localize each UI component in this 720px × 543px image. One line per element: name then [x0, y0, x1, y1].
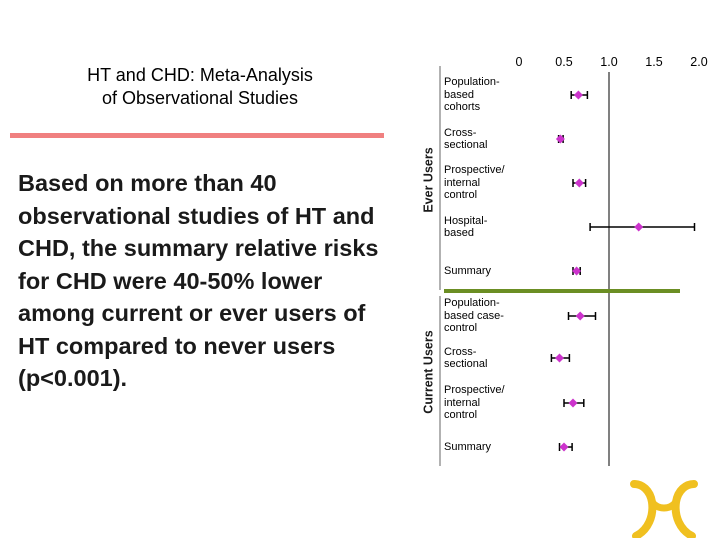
group-label: Current Users [421, 330, 436, 414]
x-tick-label: 0.5 [555, 55, 573, 69]
slide-title-line-2: of Observational Studies [101, 88, 299, 108]
point-estimate-marker [555, 134, 565, 144]
slide-title-line-1: HT and CHD: Meta-Analysis [87, 65, 313, 85]
row-label: Cross- sectional [444, 126, 488, 152]
point-estimate-marker [555, 353, 564, 363]
point-estimate-marker [573, 90, 583, 100]
row-label: Prospective/ internal control [444, 384, 505, 421]
point-estimate-marker [568, 398, 578, 408]
slide-title: HT and CHD: Meta-Analysis of Observation… [40, 64, 360, 110]
row-label: Hospital- based [444, 214, 488, 240]
logo-icon [628, 480, 700, 543]
row-label: Summary [444, 264, 492, 277]
point-estimate-marker [634, 222, 644, 232]
title-divider [10, 133, 384, 138]
row-label: Cross- sectional [444, 345, 488, 371]
point-estimate-marker [574, 178, 584, 188]
point-estimate-marker [572, 266, 582, 276]
group-label: Ever Users [421, 147, 436, 213]
x-tick-label: 1.5 [645, 55, 663, 69]
row-label: Summary [444, 440, 492, 453]
row-label: Population- based cohorts [444, 76, 500, 113]
row-label: Population- based case- control [444, 297, 504, 334]
slide-body-text: Based on more than 40 observational stud… [18, 170, 379, 391]
x-tick-label: 2.0 [690, 55, 708, 69]
point-estimate-marker [575, 311, 585, 321]
x-tick-label: 1.0 [600, 55, 618, 69]
row-label: Prospective/ internal control [444, 164, 505, 201]
x-tick-label: 0 [515, 55, 523, 69]
point-estimate-marker [559, 442, 569, 452]
